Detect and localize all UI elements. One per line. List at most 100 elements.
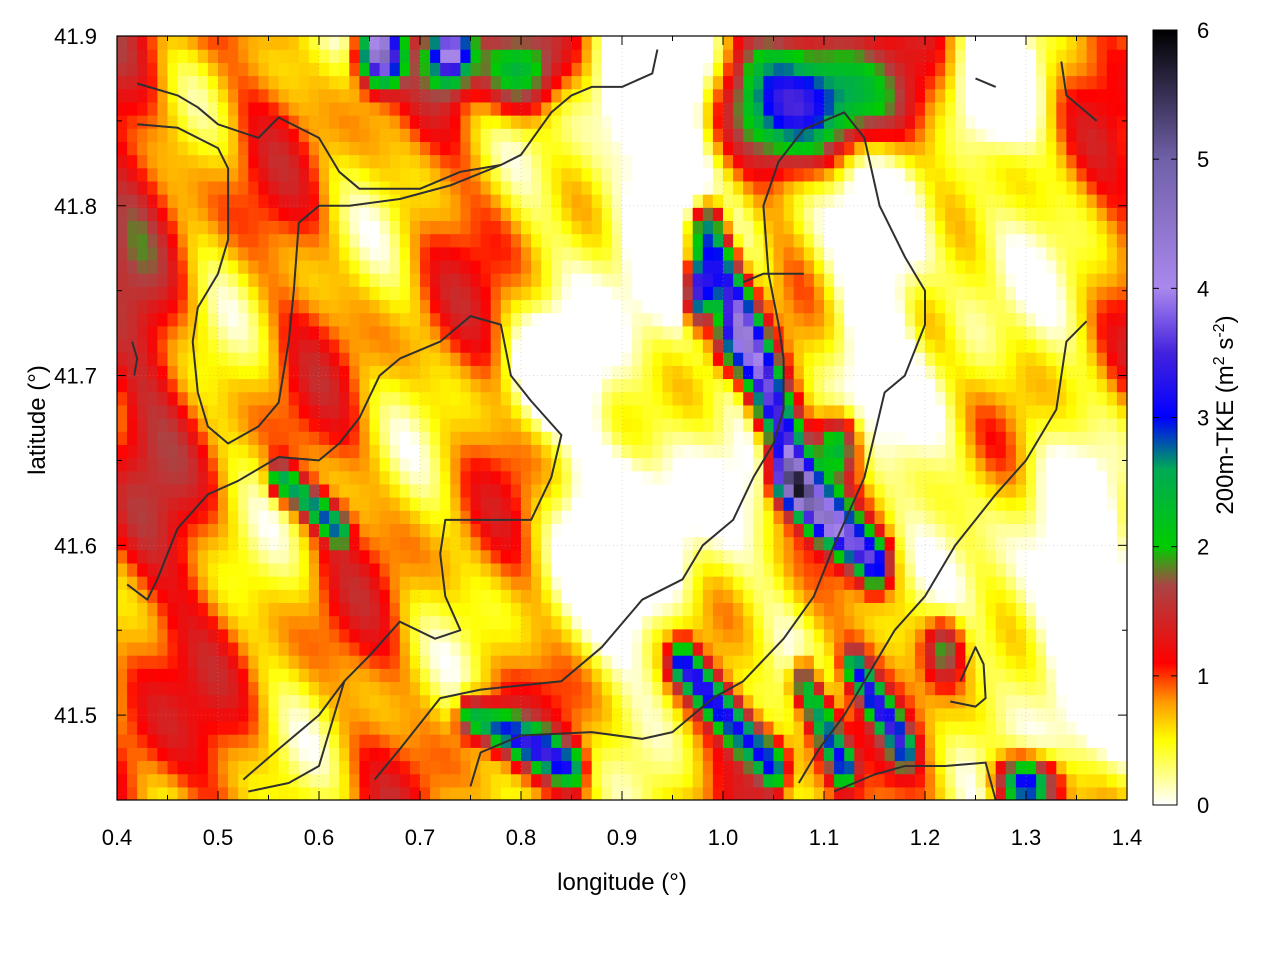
field-cell — [1066, 194, 1077, 208]
field-cell — [1077, 734, 1088, 748]
field-cell — [117, 510, 128, 524]
field-cell — [511, 405, 522, 419]
field-cell — [986, 537, 997, 551]
field-cell — [703, 787, 714, 801]
field-cell — [895, 708, 906, 722]
field-cell — [925, 708, 936, 722]
field-cell — [531, 207, 542, 221]
field-cell — [723, 721, 734, 735]
field-cell — [986, 247, 997, 261]
field-cell — [137, 537, 148, 551]
field-cell — [420, 616, 431, 630]
field-cell — [248, 247, 259, 261]
field-cell — [612, 497, 623, 511]
field-cell — [612, 721, 623, 735]
field-cell — [541, 352, 552, 366]
field-cell — [965, 484, 976, 498]
field-cell — [531, 787, 542, 801]
field-cell — [824, 602, 835, 616]
field-cell — [178, 220, 189, 234]
field-cell — [784, 365, 795, 379]
field-cell — [622, 260, 633, 274]
field-cell — [652, 695, 663, 709]
field-cell — [218, 695, 229, 709]
field-cell — [349, 497, 360, 511]
field-cell — [521, 286, 532, 300]
field-cell — [814, 194, 825, 208]
field-cell — [309, 497, 320, 511]
field-cell — [309, 523, 320, 537]
field-cell — [157, 629, 168, 643]
field-cell — [481, 616, 492, 630]
field-cell — [622, 326, 633, 340]
field-cell — [1077, 629, 1088, 643]
field-cell — [1107, 563, 1118, 577]
field-cell — [915, 168, 926, 182]
field-cell — [541, 550, 552, 564]
field-cell — [1097, 365, 1108, 379]
field-cell — [178, 602, 189, 616]
field-cell — [501, 642, 512, 656]
field-cell — [743, 458, 754, 472]
field-cell — [289, 695, 300, 709]
field-cell — [258, 510, 269, 524]
field-cell — [289, 642, 300, 656]
field-cell — [501, 484, 512, 498]
field-cell — [228, 668, 239, 682]
field-cell — [440, 642, 451, 656]
field-cell — [814, 642, 825, 656]
field-cell — [248, 655, 259, 669]
field-cell — [662, 352, 673, 366]
field-cell — [1077, 260, 1088, 274]
field-cell — [430, 576, 441, 590]
field-cell — [723, 563, 734, 577]
field-cell — [370, 550, 381, 564]
field-cell — [935, 774, 946, 788]
field-cell — [1107, 668, 1118, 682]
field-cell — [864, 260, 875, 274]
field-cell — [673, 484, 684, 498]
field-cell — [814, 787, 825, 801]
field-cell — [763, 247, 774, 261]
field-cell — [1026, 234, 1037, 248]
field-cell — [359, 365, 370, 379]
field-cell — [723, 747, 734, 761]
field-cell — [592, 563, 603, 577]
field-cell — [1036, 734, 1047, 748]
field-cell — [986, 734, 997, 748]
field-cell — [723, 220, 734, 234]
field-cell — [723, 234, 734, 248]
field-cell — [1056, 695, 1067, 709]
field-cell — [673, 220, 684, 234]
field-cell — [572, 484, 583, 498]
field-cell — [370, 458, 381, 472]
field-cell — [258, 194, 269, 208]
field-cell — [1026, 418, 1037, 432]
field-cell — [410, 471, 421, 485]
field-cell — [157, 234, 168, 248]
field-cell — [1016, 273, 1027, 287]
field-cell — [400, 405, 411, 419]
field-cell — [885, 431, 896, 445]
field-cell — [905, 695, 916, 709]
field-cell — [854, 286, 865, 300]
field-cell — [228, 602, 239, 616]
field-cell — [774, 734, 785, 748]
field-cell — [127, 681, 138, 695]
field-cell — [359, 760, 370, 774]
field-cell — [602, 181, 613, 195]
field-cell — [945, 602, 956, 616]
field-cell — [1006, 313, 1017, 327]
field-cell — [1107, 681, 1118, 695]
field-cell — [693, 299, 704, 313]
field-cell — [208, 444, 219, 458]
field-cell — [238, 155, 249, 169]
field-cell — [602, 194, 613, 208]
field-cell — [168, 668, 179, 682]
field-cell — [875, 523, 886, 537]
field-cell — [157, 313, 168, 327]
field-cell — [218, 629, 229, 643]
field-cell — [1097, 299, 1108, 313]
field-cell — [895, 523, 906, 537]
field-cell — [359, 721, 370, 735]
